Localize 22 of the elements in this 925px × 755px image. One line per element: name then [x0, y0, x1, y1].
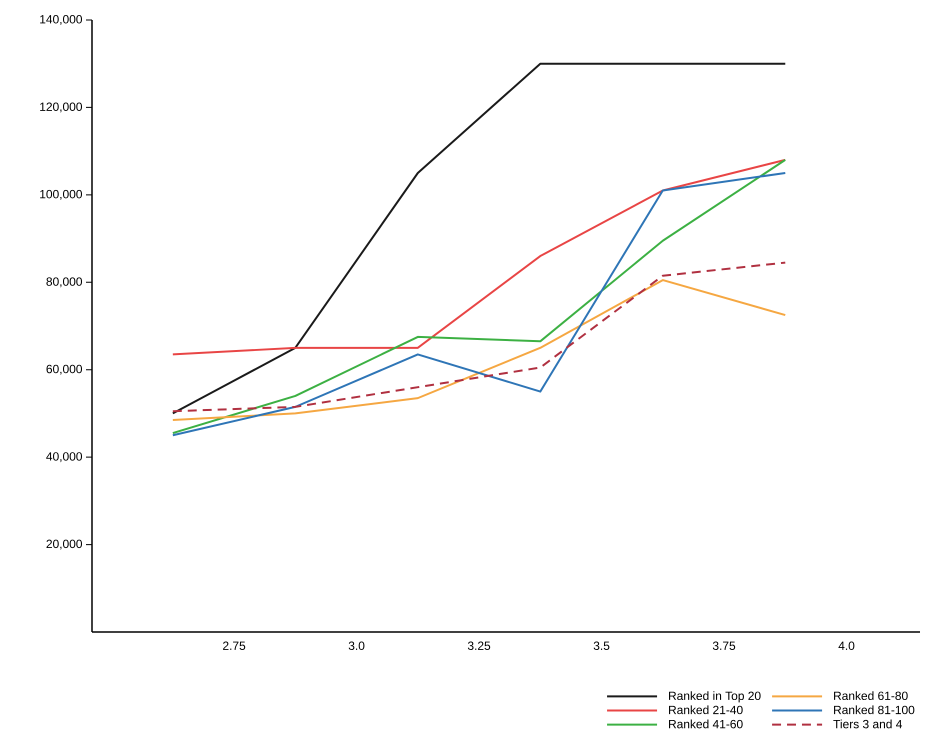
y-tick-label: 80,000 [46, 277, 82, 288]
legend-label: Ranked 41-60 [669, 720, 743, 728]
legend-label: Tiers 3 and 4 [833, 720, 902, 728]
x-tick-label: 3.25 [468, 642, 490, 650]
line-series [172, 279, 786, 421]
y-tick-label: 40,000 [46, 452, 82, 462]
y-tick-label: 100,000 [40, 190, 82, 200]
line-series [172, 262, 786, 412]
x-tick-label: 2.75 [223, 642, 246, 650]
x-tick-label: 3.0 [348, 642, 364, 650]
legend-label: Ranked 21-40 [669, 705, 743, 714]
legend-label: Ranked 61-80 [834, 691, 908, 700]
y-tick-label: 60,000 [46, 364, 82, 375]
legend-label: Ranked 81-100 [834, 705, 914, 714]
line-series [172, 158, 786, 356]
x-tick-label: 4.0 [838, 642, 854, 650]
x-tick-label: 3.5 [594, 642, 610, 650]
y-tick-label: 20,000 [46, 540, 82, 550]
y-tick-label: 140,000 [40, 15, 82, 25]
y-tick-label: 120,000 [40, 102, 82, 112]
legend-label: Ranked in Top 20 [669, 691, 761, 702]
x-tick-label: 3.75 [712, 642, 736, 650]
